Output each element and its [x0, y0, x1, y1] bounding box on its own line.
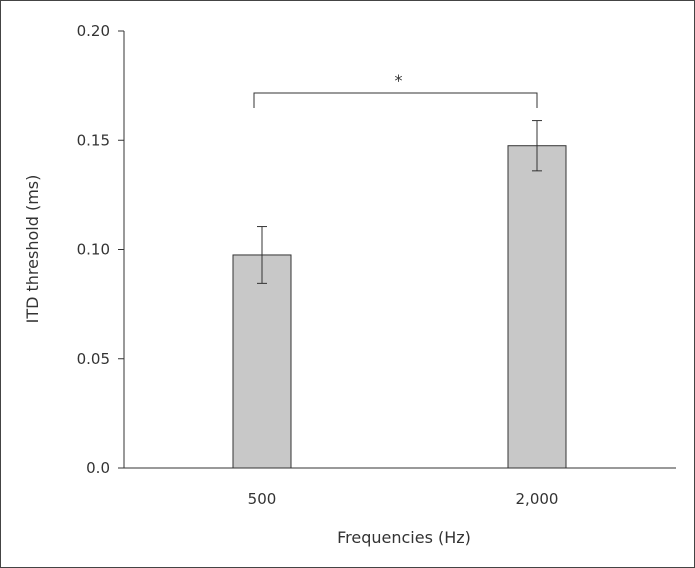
x-ticks: 500 2,000: [248, 490, 559, 508]
bar: [507, 145, 567, 469]
significance-marker: *: [395, 71, 403, 90]
y-tick-label: 0.05: [77, 350, 110, 368]
bar: [232, 254, 292, 469]
y-tick-label: 0.15: [77, 131, 110, 149]
x-tick-label: 500: [248, 490, 277, 508]
x-axis-label: Frequencies (Hz): [337, 528, 471, 547]
significance-bracket-line: [253, 92, 538, 108]
y-tick-label: 0.20: [77, 22, 110, 40]
error-bars: [257, 120, 542, 284]
bars: [232, 145, 567, 469]
y-axis-label: ITD threshold (ms): [23, 175, 42, 324]
axes: [118, 31, 676, 469]
y-tick-label: 0.10: [77, 241, 110, 259]
significance-bracket: *: [253, 71, 538, 108]
x-tick-label: 2,000: [516, 490, 559, 508]
y-tick-label: 0.0: [86, 459, 110, 477]
y-ticks: 0.0 0.05 0.10 0.15 0.20: [77, 22, 124, 477]
